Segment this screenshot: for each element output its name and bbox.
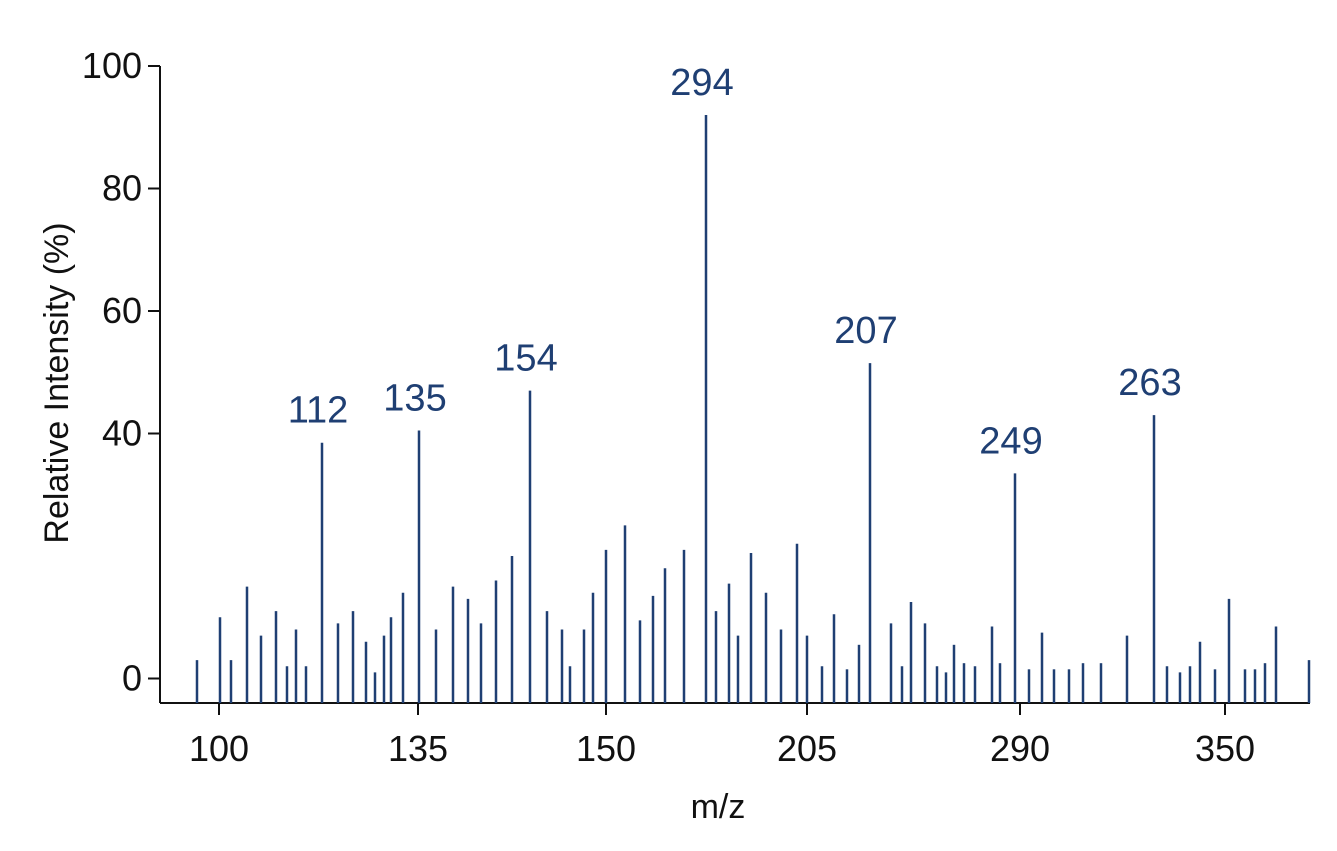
peak-label: 154 bbox=[494, 338, 557, 380]
peak-label: 249 bbox=[979, 420, 1042, 462]
peak-label: 207 bbox=[834, 310, 897, 352]
peak-label: 112 bbox=[288, 390, 349, 432]
y-tick-label: 0 bbox=[122, 658, 142, 699]
x-tick-label: 205 bbox=[777, 728, 837, 769]
peak-label: 263 bbox=[1118, 362, 1181, 404]
peak-label: 135 bbox=[383, 377, 446, 419]
y-tick-label: 60 bbox=[102, 290, 142, 331]
x-tick-label: 150 bbox=[576, 728, 636, 769]
x-tick-label: 100 bbox=[189, 728, 249, 769]
y-axis-title: Relative Intensity (%) bbox=[38, 222, 76, 543]
labels-layer: 112 135 154 294 207 249 263 bbox=[288, 62, 1182, 462]
axes-layer: 0 40 60 80 100 100 135 150 205 290 350 m/z Relative … bbox=[38, 45, 1310, 826]
peak-label: 294 bbox=[670, 62, 733, 104]
x-tick-label: 350 bbox=[1195, 728, 1255, 769]
y-tick-label: 80 bbox=[102, 168, 142, 209]
y-tick-label: 40 bbox=[102, 413, 142, 454]
x-tick-label: 290 bbox=[990, 728, 1050, 769]
y-tick-label: 100 bbox=[82, 45, 142, 86]
x-tick-label: 135 bbox=[388, 728, 448, 769]
x-axis-title: m/z bbox=[691, 788, 746, 826]
bars-layer bbox=[195, 115, 1311, 703]
